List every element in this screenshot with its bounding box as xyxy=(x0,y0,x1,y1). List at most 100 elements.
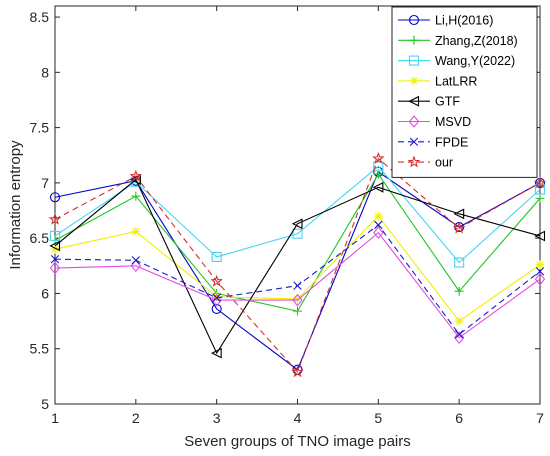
legend-entry: MSVD xyxy=(398,115,471,129)
series-our xyxy=(48,152,547,378)
data-point xyxy=(131,191,141,201)
data-point xyxy=(374,220,383,230)
data-point xyxy=(535,260,545,270)
data-point xyxy=(129,169,143,182)
legend-marker xyxy=(408,95,420,107)
data-point xyxy=(210,347,222,359)
x-tick-label: 2 xyxy=(132,410,140,426)
legend-label: MSVD xyxy=(435,115,471,129)
data-point xyxy=(372,181,384,193)
legend-label: Wang,Y(2022) xyxy=(435,54,515,68)
data-point xyxy=(373,161,384,172)
data-point xyxy=(454,257,465,268)
data-point xyxy=(535,193,545,203)
legend-entry: our xyxy=(398,155,453,170)
data-point xyxy=(293,294,302,304)
data-point xyxy=(211,303,222,314)
x-tick-label: 1 xyxy=(51,410,59,426)
legend-entry: LatLRR xyxy=(398,74,477,88)
legend-entry: Li,H(2016) xyxy=(398,14,493,28)
data-point xyxy=(211,251,222,263)
y-axis: 5 5.5 6 6.5 7 7.5 8 8.5 xyxy=(30,9,540,412)
data-point xyxy=(534,230,546,242)
x-tick-label: 4 xyxy=(294,410,302,426)
legend-marker xyxy=(407,155,421,168)
data-point xyxy=(49,261,61,275)
y-tick-label: 6.5 xyxy=(30,230,50,246)
x-tick-label: 3 xyxy=(213,410,221,426)
data-point xyxy=(48,212,62,225)
data-point xyxy=(130,174,141,185)
x-tick-label: 5 xyxy=(374,410,382,426)
data-point xyxy=(49,192,61,203)
data-point xyxy=(211,293,222,307)
data-point xyxy=(50,244,60,254)
legend-label: LatLRR xyxy=(435,74,477,88)
data-point xyxy=(292,293,303,307)
legend-marker xyxy=(408,14,420,26)
legend-entry: FPDE xyxy=(398,135,468,149)
legend-entry: Wang,Y(2022) xyxy=(398,54,515,68)
x-tick-label: 6 xyxy=(455,410,463,426)
data-point xyxy=(131,227,141,237)
x-tick-label: 7 xyxy=(536,410,544,426)
legend-label: Zhang,Z(2018) xyxy=(435,34,518,48)
data-point xyxy=(454,286,464,296)
series-latlrr xyxy=(50,211,545,326)
y-tick-label: 7.5 xyxy=(30,120,50,136)
data-point xyxy=(452,221,466,234)
data-point xyxy=(293,281,302,290)
y-tick-label: 5.5 xyxy=(30,341,50,357)
legend-entry: Zhang,Z(2018) xyxy=(398,34,518,48)
legend-marker xyxy=(408,55,420,66)
legend-entry: GTF xyxy=(398,95,460,109)
legend-marker xyxy=(409,76,419,86)
x-axis-title: Seven groups of TNO image pairs xyxy=(184,433,411,450)
data-point xyxy=(453,331,465,345)
data-point xyxy=(373,226,384,240)
data-point xyxy=(291,365,304,378)
data-point xyxy=(212,293,221,303)
data-point xyxy=(533,176,547,189)
plot-area: 5 5.5 6 6.5 7 7.5 8 8.5 1 2 3 4 5 6 7 xyxy=(30,5,547,426)
data-point xyxy=(212,292,222,302)
series-fpde xyxy=(50,220,545,339)
y-tick-label: 7 xyxy=(41,175,49,191)
y-axis-title: Information entropy xyxy=(7,140,24,270)
y-tick-label: 8.5 xyxy=(30,9,50,25)
data-point xyxy=(373,211,383,221)
legend-marker xyxy=(408,115,420,128)
data-point xyxy=(453,208,465,220)
data-point xyxy=(372,152,385,164)
legend-label: our xyxy=(435,156,453,170)
y-tick-label: 6 xyxy=(41,285,49,301)
series-line xyxy=(54,157,541,373)
series-line xyxy=(54,231,541,339)
y-tick-label: 8 xyxy=(41,64,49,80)
data-point xyxy=(291,218,303,230)
legend-marker xyxy=(409,137,419,147)
data-point xyxy=(131,256,141,265)
data-point xyxy=(454,316,464,326)
legend-label: FPDE xyxy=(435,135,468,149)
legend: Li,H(2016) Zhang,Z(2018) Wang,Y(2022) LatLR… xyxy=(391,6,538,178)
data-point xyxy=(50,254,60,264)
data-point xyxy=(292,228,303,239)
legend-marker xyxy=(409,35,419,45)
data-point xyxy=(454,330,464,339)
series-msvd xyxy=(49,226,546,345)
data-point xyxy=(535,267,545,276)
series-gtf xyxy=(49,174,546,359)
data-point xyxy=(49,230,61,242)
data-point xyxy=(534,272,546,286)
data-point xyxy=(210,274,223,287)
y-tick-label: 5 xyxy=(41,396,49,412)
legend-box xyxy=(391,6,538,178)
series-line xyxy=(54,178,541,355)
legend-label: GTF xyxy=(435,95,460,109)
x-axis: 1 2 3 4 5 6 7 xyxy=(51,6,544,426)
legend-label: Li,H(2016) xyxy=(435,14,493,28)
data-point xyxy=(49,240,61,252)
data-point xyxy=(293,306,302,316)
